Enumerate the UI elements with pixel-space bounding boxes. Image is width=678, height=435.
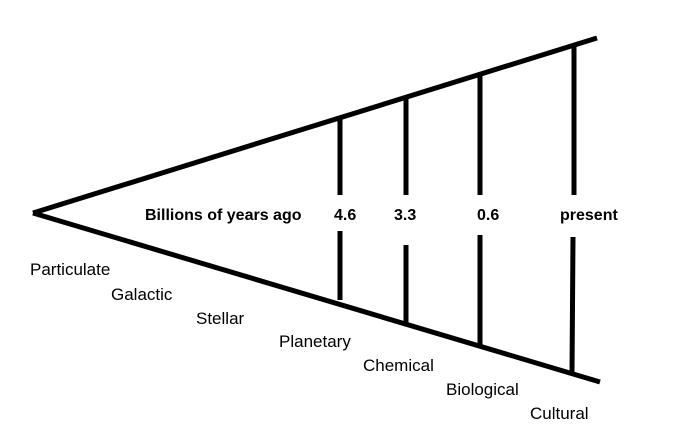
stage-label: Particulate bbox=[30, 260, 111, 279]
stage-label: Stellar bbox=[196, 309, 245, 328]
stage-label: Cultural bbox=[530, 404, 589, 423]
axis-label: Billions of years ago bbox=[145, 207, 302, 224]
marker-label: 4.6 bbox=[334, 207, 357, 224]
cone-upper-edge bbox=[32, 35, 598, 216]
divider-present-bottom bbox=[569, 236, 576, 374]
marker-label: 3.3 bbox=[394, 207, 417, 224]
stage-label: Planetary bbox=[279, 332, 351, 351]
stage-label: Biological bbox=[446, 380, 519, 399]
marker-label: 0.6 bbox=[477, 207, 500, 224]
cone-lower-edge bbox=[32, 210, 601, 385]
stage-label: Galactic bbox=[111, 285, 173, 304]
marker-label: present bbox=[560, 207, 618, 224]
stage-label: Chemical bbox=[363, 356, 434, 375]
